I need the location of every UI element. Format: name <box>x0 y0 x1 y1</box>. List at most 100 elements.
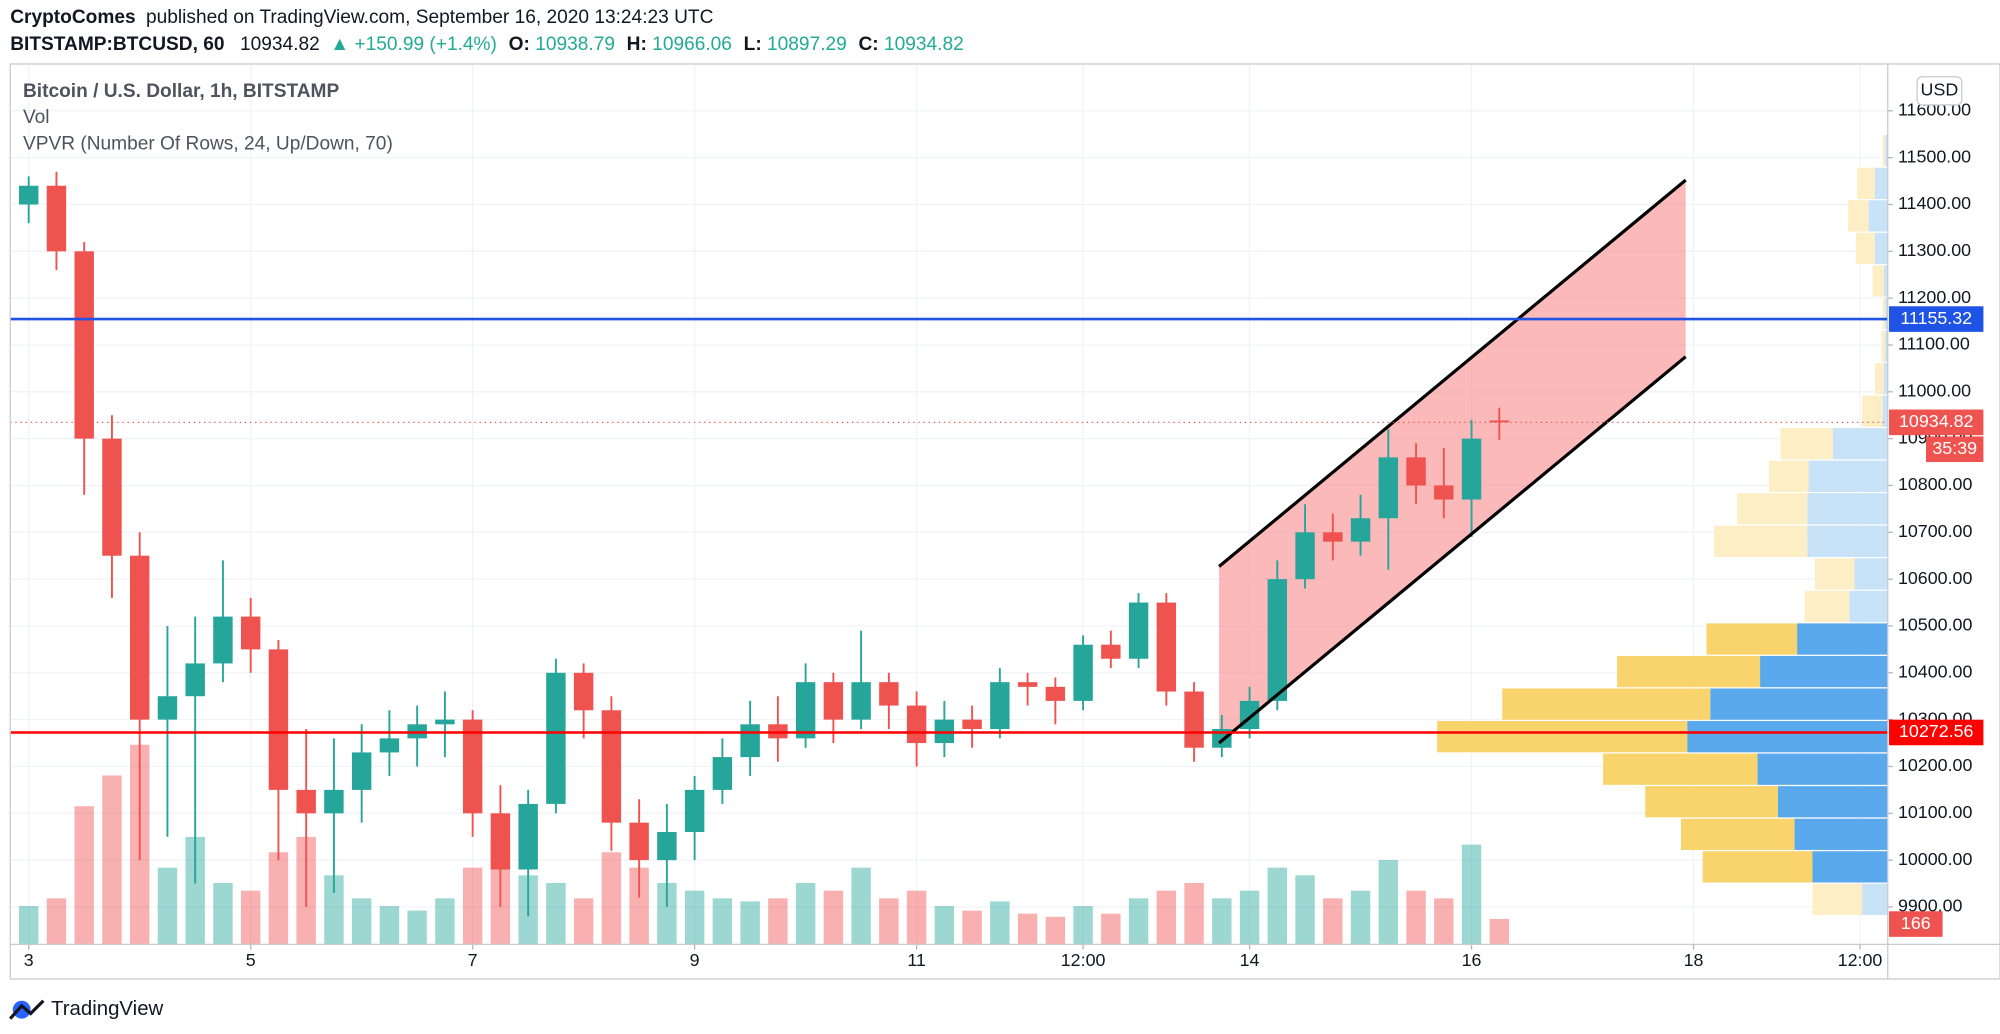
level-label-box <box>1889 719 1984 746</box>
y-tick-label: 10100.00 <box>1898 802 1972 822</box>
x-tick-label: 12:00 <box>1061 950 1106 970</box>
candle-body <box>1378 457 1399 519</box>
volume-bar <box>1295 875 1315 945</box>
candle-body <box>601 710 622 823</box>
y-tick-label: 11200.00 <box>1898 287 1971 307</box>
change: ▲ +150.99 (+1.4%) <box>330 34 497 55</box>
vpvr-up <box>1885 330 1888 362</box>
x-tick-label: 16 <box>1462 950 1482 970</box>
candle-body <box>1406 457 1426 486</box>
last-price-label: 10934.82 <box>1899 411 1973 431</box>
volume-bar <box>906 890 927 945</box>
vpvr-up <box>1757 753 1888 785</box>
volume-bar <box>546 882 566 945</box>
vpvr-up <box>1808 460 1888 492</box>
candle-body <box>324 789 344 814</box>
candle-body <box>740 724 760 758</box>
volume-bar <box>157 867 178 945</box>
ohlc-label: H: <box>627 34 647 55</box>
vpvr-down <box>1812 883 1863 916</box>
currency-label[interactable]: USD <box>1921 80 1959 100</box>
volume-bar <box>823 890 844 945</box>
y-tick-label: 10200.00 <box>1898 755 1972 775</box>
candle-body <box>851 682 871 720</box>
candle-body <box>1461 438 1482 500</box>
vpvr-down <box>1862 395 1883 427</box>
last-price: 10934.82 <box>240 34 320 55</box>
vpvr-up <box>1868 200 1888 232</box>
candle-body <box>435 719 455 725</box>
candle-body <box>129 555 150 720</box>
y-tick-label: 10700.00 <box>1898 521 1972 541</box>
candle-body <box>1184 691 1204 748</box>
brand: TradingView <box>51 997 164 1020</box>
candle-body <box>573 672 594 711</box>
volume-bar <box>1350 890 1371 945</box>
vpvr-up <box>1883 363 1888 395</box>
volume-bar <box>1267 867 1288 945</box>
y-tick-label: 10400.00 <box>1898 661 1972 681</box>
x-tick-label: 7 <box>468 950 478 970</box>
channel-lower <box>1218 355 1687 745</box>
vpvr-down <box>1857 167 1875 199</box>
candle-body <box>102 438 122 556</box>
volume-bar <box>435 898 455 945</box>
volume-bar <box>1045 916 1066 945</box>
volume-bar <box>1434 898 1454 945</box>
volume-bar <box>1101 913 1121 945</box>
candle-body <box>157 696 178 720</box>
candle-body <box>268 649 289 790</box>
volume-bar <box>324 875 344 945</box>
legend-title: Bitcoin / U.S. Dollar, 1h, BITSTAMP <box>23 81 340 102</box>
volume-bar <box>795 882 816 945</box>
vpvr-up <box>1794 818 1888 850</box>
vpvr-up <box>1885 297 1888 330</box>
vpvr-up <box>1807 493 1888 525</box>
logo-line <box>9 999 45 1020</box>
candle-body <box>1128 602 1149 659</box>
volume-bar <box>462 867 483 945</box>
vpvr-down <box>1848 200 1869 232</box>
volume-bar <box>601 852 622 945</box>
y-tick-label: 11500.00 <box>1898 146 1971 166</box>
y-tick-label: 10800.00 <box>1898 474 1972 494</box>
vpvr-down <box>1603 753 1758 785</box>
y-tick-label: 11100.00 <box>1898 334 1970 354</box>
legend-vpvr: VPVR (Number Of Rows, 24, Up/Down, 70) <box>23 134 393 155</box>
vpvr-down <box>1814 558 1855 590</box>
candle-body <box>1017 682 1038 687</box>
vpvr-up <box>1797 623 1888 655</box>
candle-body <box>213 616 233 664</box>
vpvr-down <box>1882 297 1886 330</box>
x-tick-label: 14 <box>1240 950 1260 970</box>
vpvr-down <box>1780 428 1833 460</box>
candle-body <box>629 822 649 861</box>
volume-bar <box>1156 890 1177 945</box>
candle-body <box>462 719 483 814</box>
vpvr-down <box>1872 265 1884 297</box>
volume-bar <box>74 806 94 945</box>
candle-body <box>990 682 1010 729</box>
y-tick-label: 10600.00 <box>1898 568 1972 588</box>
candle-body <box>296 789 316 814</box>
countdown-label: 35:39 <box>1932 438 1977 458</box>
volume-bar <box>1406 890 1426 945</box>
level-label: 10272.56 <box>1899 721 1973 741</box>
symbol: BITSTAMP:BTCUSD, 60 <box>10 34 224 55</box>
volume-bar <box>657 882 677 945</box>
candle-body <box>490 813 511 870</box>
candle-body <box>962 719 982 729</box>
candle-body <box>1073 644 1093 701</box>
currency-button[interactable] <box>1916 76 1963 106</box>
volume-bar <box>351 898 372 945</box>
volume-bar <box>268 852 289 945</box>
x-tick-label: 5 <box>246 950 256 970</box>
vpvr-down <box>1881 330 1886 362</box>
volume-bar <box>46 898 67 945</box>
publish-line: CryptoComes published on TradingView.com… <box>10 7 713 28</box>
volume-bar <box>18 906 39 945</box>
vpvr-up <box>1807 525 1888 558</box>
vpvr-up <box>1812 851 1888 883</box>
candle-body <box>906 705 927 744</box>
candle-body <box>1101 644 1121 659</box>
